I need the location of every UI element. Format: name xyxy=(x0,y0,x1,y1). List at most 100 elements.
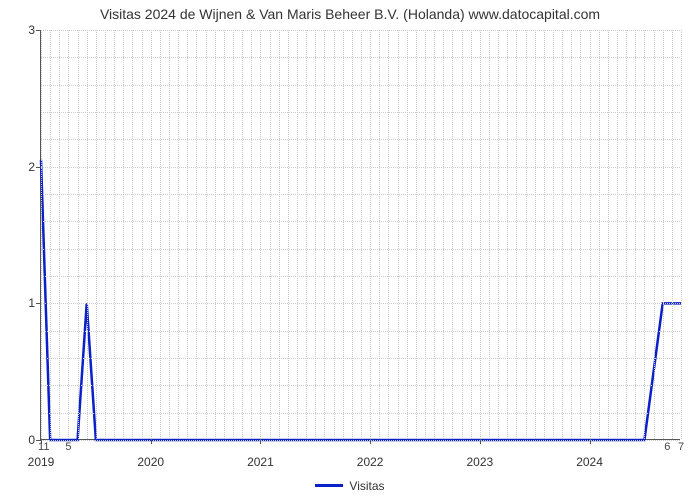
grid-line-vertical xyxy=(233,30,234,439)
grid-line-vertical xyxy=(50,30,51,439)
grid-line-vertical xyxy=(562,30,563,439)
grid-line-horizontal xyxy=(41,85,680,86)
legend-label: Visitas xyxy=(349,479,384,493)
grid-line-vertical xyxy=(306,30,307,439)
grid-line-vertical xyxy=(279,30,280,439)
grid-line-vertical xyxy=(196,30,197,439)
x-tick-mark xyxy=(370,439,371,444)
x-tick-label: 2021 xyxy=(247,455,274,469)
grid-line-horizontal xyxy=(41,194,680,195)
grid-line-vertical xyxy=(288,30,289,439)
grid-line-vertical xyxy=(516,30,517,439)
grid-line-vertical xyxy=(599,30,600,439)
grid-line-vertical xyxy=(215,30,216,439)
grid-line-vertical xyxy=(654,30,655,439)
x-minor-label: 5 xyxy=(65,441,71,453)
grid-line-vertical xyxy=(617,30,618,439)
grid-line-vertical xyxy=(535,30,536,439)
grid-line-horizontal xyxy=(41,440,680,441)
grid-line-vertical xyxy=(590,30,591,439)
grid-line-vertical xyxy=(416,30,417,439)
grid-line-horizontal xyxy=(41,249,680,250)
x-minor-label: 7 xyxy=(678,441,684,453)
grid-line-vertical xyxy=(187,30,188,439)
grid-line-vertical xyxy=(297,30,298,439)
grid-line-vertical xyxy=(68,30,69,439)
y-tick-label: 1 xyxy=(28,296,35,310)
grid-line-vertical xyxy=(553,30,554,439)
grid-line-horizontal xyxy=(41,331,680,332)
grid-line-vertical xyxy=(251,30,252,439)
grid-line-vertical xyxy=(123,30,124,439)
grid-line-vertical xyxy=(206,30,207,439)
x-tick-label: 2024 xyxy=(576,455,603,469)
grid-line-vertical xyxy=(242,30,243,439)
grid-line-horizontal xyxy=(41,303,680,304)
chart-legend: Visitas xyxy=(0,478,700,493)
grid-line-vertical xyxy=(151,30,152,439)
grid-line-vertical xyxy=(471,30,472,439)
grid-line-vertical xyxy=(352,30,353,439)
grid-line-vertical xyxy=(480,30,481,439)
y-tick-mark xyxy=(36,303,41,304)
chart-title: Visitas 2024 de Wijnen & Van Maris Behee… xyxy=(0,6,700,22)
grid-line-vertical xyxy=(388,30,389,439)
grid-line-vertical xyxy=(498,30,499,439)
plot-area: 012320192020202120222023202411567 xyxy=(40,30,680,440)
grid-line-vertical xyxy=(114,30,115,439)
x-tick-label: 2023 xyxy=(466,455,493,469)
grid-line-vertical xyxy=(398,30,399,439)
grid-line-vertical xyxy=(132,30,133,439)
grid-line-vertical xyxy=(379,30,380,439)
grid-line-horizontal xyxy=(41,276,680,277)
grid-line-vertical xyxy=(434,30,435,439)
grid-line-vertical xyxy=(87,30,88,439)
x-tick-mark xyxy=(590,439,591,444)
y-tick-label: 2 xyxy=(28,160,35,174)
grid-line-vertical xyxy=(544,30,545,439)
grid-line-vertical xyxy=(580,30,581,439)
grid-line-vertical xyxy=(315,30,316,439)
x-tick-label: 2020 xyxy=(137,455,164,469)
grid-line-vertical xyxy=(626,30,627,439)
grid-line-vertical xyxy=(644,30,645,439)
grid-line-vertical xyxy=(672,30,673,439)
grid-line-horizontal xyxy=(41,57,680,58)
grid-line-vertical xyxy=(270,30,271,439)
y-tick-label: 0 xyxy=(28,433,35,447)
grid-line-vertical xyxy=(224,30,225,439)
y-tick-label: 3 xyxy=(28,23,35,37)
grid-line-horizontal xyxy=(41,167,680,168)
grid-line-vertical xyxy=(41,30,42,439)
grid-line-vertical xyxy=(663,30,664,439)
grid-line-vertical xyxy=(608,30,609,439)
grid-line-horizontal xyxy=(41,30,680,31)
grid-line-vertical xyxy=(96,30,97,439)
visits-chart: Visitas 2024 de Wijnen & Van Maris Behee… xyxy=(0,0,700,500)
grid-line-vertical xyxy=(407,30,408,439)
grid-line-vertical xyxy=(361,30,362,439)
grid-line-horizontal xyxy=(41,358,680,359)
grid-line-vertical xyxy=(59,30,60,439)
grid-line-vertical xyxy=(160,30,161,439)
x-tick-mark xyxy=(260,439,261,444)
grid-line-vertical xyxy=(571,30,572,439)
grid-line-vertical xyxy=(260,30,261,439)
grid-line-vertical xyxy=(370,30,371,439)
legend-swatch xyxy=(315,484,343,487)
grid-line-vertical xyxy=(169,30,170,439)
grid-line-vertical xyxy=(334,30,335,439)
grid-line-horizontal xyxy=(41,139,680,140)
x-tick-label: 2019 xyxy=(28,455,55,469)
grid-line-vertical xyxy=(443,30,444,439)
grid-line-horizontal xyxy=(41,112,680,113)
grid-line-vertical xyxy=(343,30,344,439)
grid-line-horizontal xyxy=(41,413,680,414)
y-tick-mark xyxy=(36,167,41,168)
x-minor-label: 6 xyxy=(664,441,670,453)
grid-line-vertical xyxy=(635,30,636,439)
grid-line-vertical xyxy=(178,30,179,439)
grid-line-vertical xyxy=(507,30,508,439)
y-tick-mark xyxy=(36,30,41,31)
x-tick-mark xyxy=(480,439,481,444)
